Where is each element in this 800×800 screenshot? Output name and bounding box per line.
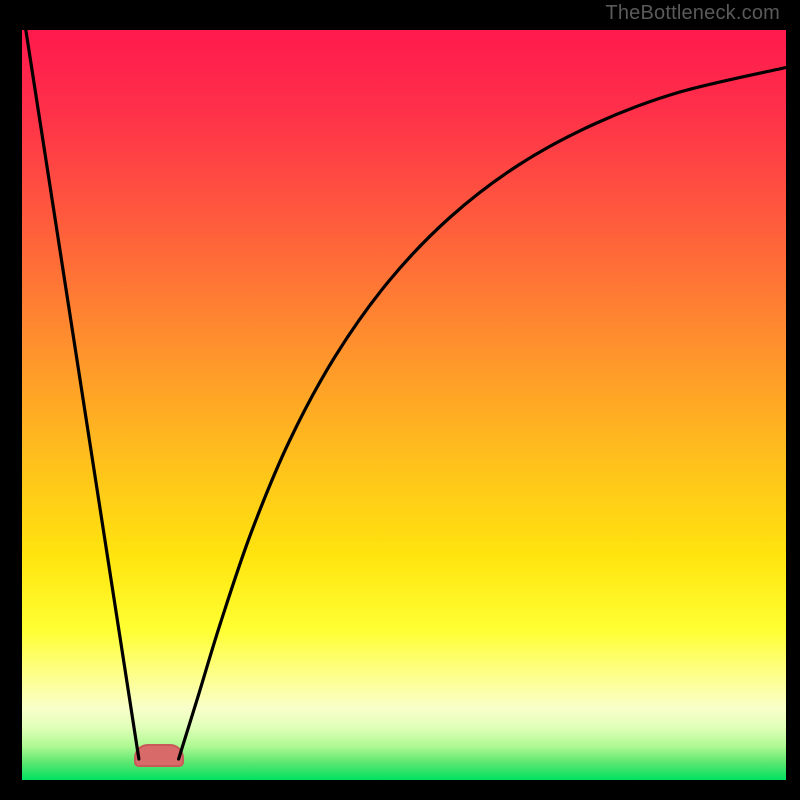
plot-area bbox=[22, 30, 786, 780]
attribution-text: TheBottleneck.com bbox=[605, 2, 780, 25]
bottleneck-curve bbox=[22, 30, 786, 780]
curve-right-branch bbox=[179, 68, 786, 760]
curve-left-branch bbox=[26, 30, 139, 759]
